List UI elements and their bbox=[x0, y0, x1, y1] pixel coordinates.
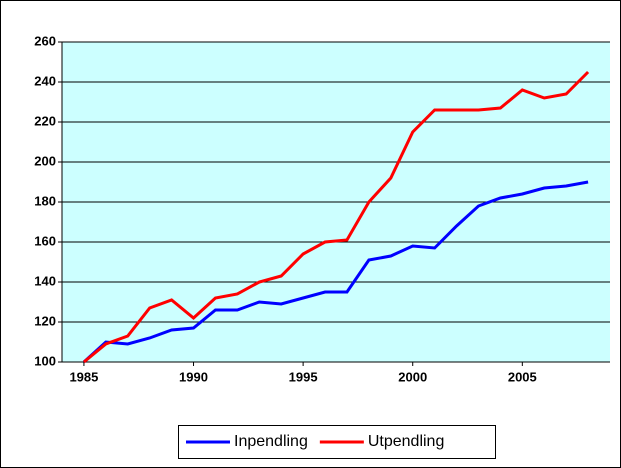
y-tick-label: 120 bbox=[34, 313, 56, 328]
series-line bbox=[82, 70, 590, 364]
legend-label: Utpendling bbox=[368, 433, 445, 450]
x-tick-label: 2005 bbox=[508, 369, 537, 384]
x-tick-label: 1985 bbox=[69, 369, 98, 384]
y-tick-label: 200 bbox=[34, 153, 56, 168]
series-line bbox=[82, 180, 589, 364]
x-tick-label: 1990 bbox=[179, 369, 208, 384]
x-tick-label: 2000 bbox=[398, 369, 427, 384]
y-tick-label: 220 bbox=[34, 113, 56, 128]
y-tick-label: 260 bbox=[34, 33, 56, 48]
x-tick-label: 1995 bbox=[289, 369, 318, 384]
legend-label: Inpendling bbox=[234, 433, 308, 450]
y-tick-label: 100 bbox=[34, 353, 56, 368]
y-tick-label: 160 bbox=[34, 233, 56, 248]
y-tick-label: 180 bbox=[34, 193, 56, 208]
y-tick-label: 140 bbox=[34, 273, 56, 288]
y-tick-label: 240 bbox=[34, 73, 56, 88]
